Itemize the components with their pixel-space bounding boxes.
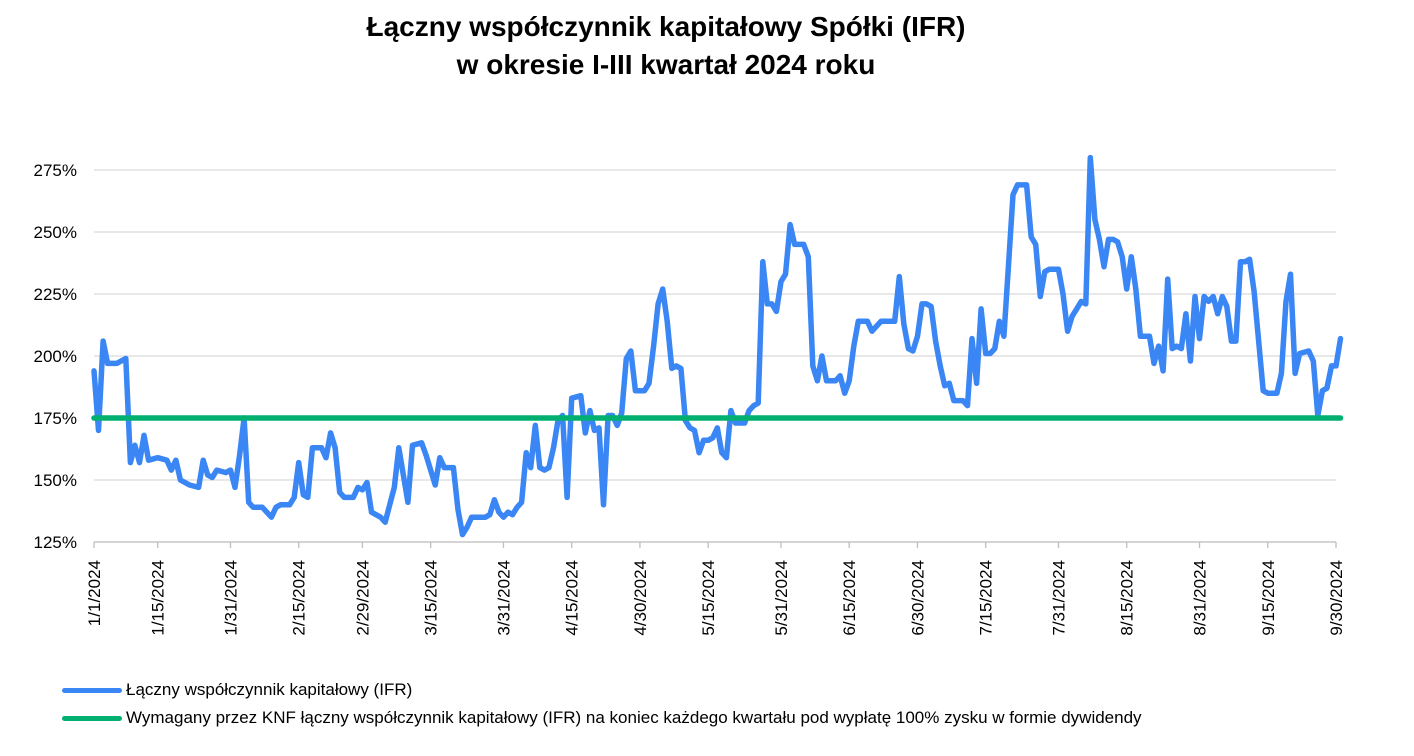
legend-item-ifr: Łączny współczynnik kapitałowy (IFR) xyxy=(62,676,1142,704)
x-tick-label: 5/15/2024 xyxy=(699,560,718,636)
x-axis xyxy=(93,541,1337,548)
y-tick-label: 200% xyxy=(34,347,77,366)
legend-item-knf-required: Wymagany przez KNF łączny współczynnik k… xyxy=(62,704,1142,732)
x-tick-label: 2/15/2024 xyxy=(290,560,309,636)
legend-label-ifr: Łączny współczynnik kapitałowy (IFR) xyxy=(126,680,413,699)
y-tick-label: 175% xyxy=(34,409,77,428)
x-tick-label: 9/15/2024 xyxy=(1259,560,1278,636)
legend-label-knf-required: Wymagany przez KNF łączny współczynnik k… xyxy=(126,708,1142,727)
x-tick-label: 1/31/2024 xyxy=(221,560,240,636)
x-tick-label: 8/31/2024 xyxy=(1191,560,1210,636)
legend-swatch-knf-required xyxy=(62,715,122,721)
x-tick-label: 5/31/2024 xyxy=(772,560,791,636)
y-tick-label: 275% xyxy=(34,161,77,180)
y-axis-tick-labels: 125% 150% 175% 200% 225% 250% 275% xyxy=(34,161,77,552)
x-axis-tick-labels: 1/1/2024 1/15/2024 1/31/2024 2/15/2024 2/29/… xyxy=(85,560,1346,636)
x-tick-label: 3/31/2024 xyxy=(494,560,513,636)
x-tick-label: 6/30/2024 xyxy=(908,560,927,636)
series-lines xyxy=(91,154,1344,538)
series-line-ifr xyxy=(91,154,1344,538)
x-tick-label: 4/30/2024 xyxy=(631,560,650,636)
chart-title-line2: w okresie I-III kwartał 2024 roku xyxy=(456,49,876,80)
x-tick-label: 1/15/2024 xyxy=(149,560,168,636)
x-tick-label: 2/29/2024 xyxy=(353,560,372,636)
legend-swatch-ifr xyxy=(62,687,122,693)
x-tick-label: 4/15/2024 xyxy=(563,560,582,636)
y-tick-label: 150% xyxy=(34,471,77,490)
y-tick-label: 250% xyxy=(34,223,77,242)
y-tick-label: 125% xyxy=(34,533,77,552)
chart-title-line1: Łączny współczynnik kapitałowy Spółki (I… xyxy=(366,11,966,42)
line-chart: 125%150%175%200%225%250%275% 1/1/2024 1/1… xyxy=(34,154,1346,636)
y-tick-label: 225% xyxy=(34,285,77,304)
x-tick-label: 7/15/2024 xyxy=(977,560,996,636)
x-tick-label: 8/15/2024 xyxy=(1118,560,1137,636)
x-tick-label: 3/15/2024 xyxy=(422,560,441,636)
x-tick-label: 1/1/2024 xyxy=(85,560,104,626)
legend: Łączny współczynnik kapitałowy (IFR) Wym… xyxy=(62,676,1142,732)
chart-title: Łączny współczynnik kapitałowy Spółki (I… xyxy=(0,8,1332,84)
gridlines xyxy=(94,169,1336,543)
x-tick-label: 7/31/2024 xyxy=(1049,560,1068,636)
x-tick-label: 9/30/2024 xyxy=(1327,560,1346,636)
x-tick-label: 6/15/2024 xyxy=(840,560,859,636)
